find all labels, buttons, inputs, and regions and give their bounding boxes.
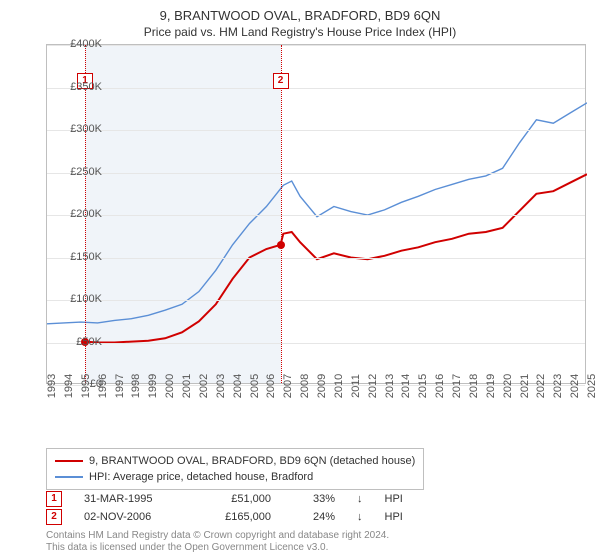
event-pct: 33% <box>293 493 335 505</box>
legend: 9, BRANTWOOD OVAL, BRADFORD, BD9 6QN (de… <box>46 448 424 490</box>
x-tick-label: 2011 <box>350 374 362 398</box>
x-tick-label: 2002 <box>198 374 210 398</box>
legend-label-hpi: HPI: Average price, detached house, Brad… <box>89 471 313 483</box>
x-tick-label: 1997 <box>114 374 126 398</box>
x-tick-label: 2014 <box>400 374 412 398</box>
legend-swatch-hpi <box>55 476 83 478</box>
event-suffix: HPI <box>385 493 403 505</box>
event-row: 2 02-NOV-2006 £165,000 24% ↓ HPI <box>46 508 403 526</box>
event-price: £165,000 <box>201 511 271 523</box>
y-tick-label: £150K <box>2 251 102 263</box>
x-tick-label: 2004 <box>232 374 244 398</box>
x-tick-label: 2009 <box>316 374 328 398</box>
x-tick-label: 2022 <box>535 374 547 398</box>
x-tick-label: 2018 <box>468 374 480 398</box>
x-tick-label: 2007 <box>282 374 294 398</box>
x-tick-label: 2017 <box>451 374 463 398</box>
gridline <box>47 173 585 174</box>
y-tick-label: £0 <box>2 378 102 390</box>
x-tick-label: 2020 <box>502 374 514 398</box>
x-tick-label: 2025 <box>586 374 598 398</box>
gridline <box>47 258 585 259</box>
series-line-hpi <box>47 103 587 324</box>
x-tick-label: 2005 <box>249 374 261 398</box>
footer: Contains HM Land Registry data © Crown c… <box>46 530 389 554</box>
event-date: 31-MAR-1995 <box>84 493 179 505</box>
legend-label-property: 9, BRANTWOOD OVAL, BRADFORD, BD9 6QN (de… <box>89 455 415 467</box>
event-pct: 24% <box>293 511 335 523</box>
x-tick-label: 2006 <box>265 374 277 398</box>
x-tick-label: 2021 <box>519 374 531 398</box>
y-tick-label: £400K <box>2 38 102 50</box>
gridline <box>47 215 585 216</box>
arrow-down-icon: ↓ <box>357 493 363 505</box>
event-dot <box>277 241 285 249</box>
x-tick-label: 2016 <box>434 374 446 398</box>
event-price: £51,000 <box>201 493 271 505</box>
x-tick-label: 2000 <box>164 374 176 398</box>
x-tick-label: 2015 <box>417 374 429 398</box>
gridline <box>47 300 585 301</box>
x-tick-label: 2013 <box>384 374 396 398</box>
legend-swatch-property <box>55 460 83 462</box>
x-tick-label: 2008 <box>299 374 311 398</box>
y-tick-label: £300K <box>2 123 102 135</box>
plot-area: 12 <box>46 44 586 384</box>
gridline <box>47 343 585 344</box>
y-tick-label: £50K <box>2 336 102 348</box>
gridline <box>47 130 585 131</box>
x-tick-label: 2010 <box>333 374 345 398</box>
x-tick-label: 1999 <box>147 374 159 398</box>
event-badge: 1 <box>46 491 62 507</box>
chart: 12 1993199419951996199719981999200020012… <box>46 44 586 414</box>
footer-line-1: Contains HM Land Registry data © Crown c… <box>46 530 389 542</box>
event-suffix: HPI <box>385 511 403 523</box>
legend-item-hpi: HPI: Average price, detached house, Brad… <box>55 469 415 485</box>
y-tick-label: £350K <box>2 81 102 93</box>
y-tick-label: £200K <box>2 208 102 220</box>
x-tick-label: 2024 <box>569 374 581 398</box>
x-tick-label: 2023 <box>552 374 564 398</box>
x-tick-label: 1998 <box>130 374 142 398</box>
legend-item-property: 9, BRANTWOOD OVAL, BRADFORD, BD9 6QN (de… <box>55 453 415 469</box>
page-title: 9, BRANTWOOD OVAL, BRADFORD, BD9 6QN <box>0 0 600 23</box>
event-row: 1 31-MAR-1995 £51,000 33% ↓ HPI <box>46 490 403 508</box>
event-badge: 2 <box>46 509 62 525</box>
events-list: 1 31-MAR-1995 £51,000 33% ↓ HPI 2 02-NOV-2006 £1… <box>46 490 403 526</box>
event-marker-box: 2 <box>273 73 289 89</box>
x-tick-label: 2001 <box>181 374 193 398</box>
footer-line-2: This data is licensed under the Open Gov… <box>46 542 389 554</box>
y-tick-label: £100K <box>2 293 102 305</box>
event-date: 02-NOV-2006 <box>84 511 179 523</box>
x-tick-label: 2019 <box>485 374 497 398</box>
gridline <box>47 88 585 89</box>
gridline <box>47 45 585 46</box>
x-tick-label: 2012 <box>367 374 379 398</box>
arrow-down-icon: ↓ <box>357 511 363 523</box>
y-tick-label: £250K <box>2 166 102 178</box>
x-tick-label: 2003 <box>215 374 227 398</box>
event-vline <box>281 45 282 383</box>
